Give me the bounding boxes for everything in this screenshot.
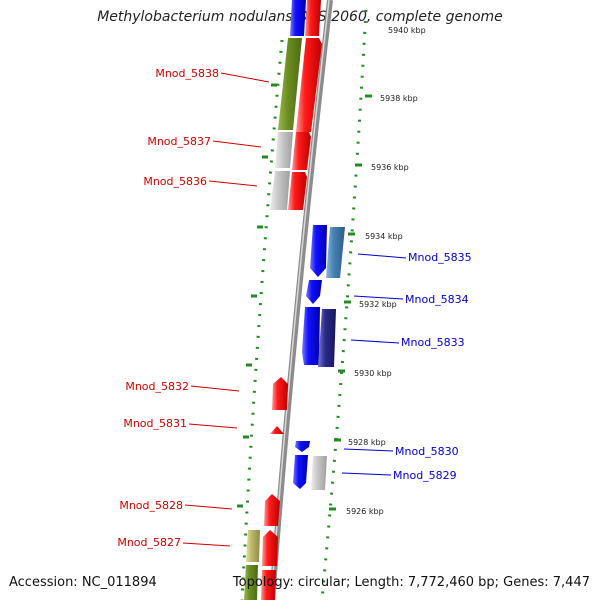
gene-label-mnod-5838[interactable]: Mnod_5838: [155, 67, 219, 80]
tick-label: 5938 kbp: [380, 94, 418, 103]
outer-ring-ticks: [329, 94, 372, 511]
gene-arrow-mnod-5835[interactable]: [310, 225, 327, 277]
tick-label: 5928 kbp: [348, 438, 386, 447]
gene-arrow-mnod-5837[interactable]: [292, 132, 311, 170]
gene-arrow-mnod-5833[interactable]: [302, 307, 320, 365]
gene-arrow-mnod-5838[interactable]: [296, 38, 322, 132]
gene-label-mnod-5836[interactable]: Mnod_5836: [143, 175, 207, 188]
gene-label-mnod-5835[interactable]: Mnod_5835: [408, 251, 472, 264]
cog-blocks-reverse: [244, 0, 306, 600]
gene-label-mnod-5827[interactable]: Mnod_5827: [117, 536, 181, 549]
gene-label-mnod-5829[interactable]: Mnod_5829: [393, 469, 457, 482]
gene-arrow-mnod-5832[interactable]: [272, 377, 288, 410]
topology-text: Topology: circular; Length: 7,772,460 bp…: [232, 575, 590, 590]
gene-label-mnod-5833[interactable]: Mnod_5833: [401, 336, 465, 349]
tick-label: 5926 kbp: [346, 507, 384, 516]
gene-arrow-mnod-5830[interactable]: [295, 441, 310, 452]
tick-label: 5930 kbp: [354, 369, 392, 378]
accession-text: Accession: NC_011894: [9, 575, 157, 590]
gene-label-mnod-5828[interactable]: Mnod_5828: [119, 499, 183, 512]
gene-label-mnod-5832[interactable]: Mnod_5832: [125, 380, 189, 393]
gene-arrow-mnod-5834[interactable]: [306, 280, 322, 304]
forward-gene-labels: Mnod_5835 Mnod_5834 Mnod_5833 Mnod_5830 …: [341, 251, 472, 482]
tick-label: 5934 kbp: [365, 232, 403, 241]
gene-arrow-mnod-5829[interactable]: [293, 455, 308, 489]
gene-arrow-mnod-5827[interactable]: [262, 530, 278, 566]
tick-label: 5940 kbp: [388, 26, 426, 35]
reverse-gene-labels: Mnod_5838 Mnod_5837 Mnod_5836 Mnod_5832 …: [117, 67, 270, 549]
gene-label-mnod-5837[interactable]: Mnod_5837: [147, 135, 211, 148]
genes-forward-strand: [293, 225, 345, 490]
genes-reverse-strand: [261, 0, 322, 600]
gene-label-mnod-5834[interactable]: Mnod_5834: [405, 293, 469, 306]
tick-label: 5936 kbp: [371, 163, 409, 172]
outer-dotted-ring: [320, 9, 368, 600]
tick-label: 5932 kbp: [359, 300, 397, 309]
inner-ring-ticks: [237, 83, 277, 508]
gene-label-mnod-5831[interactable]: Mnod_5831: [123, 417, 187, 430]
gene-arrow-mnod-5833b: [318, 309, 336, 367]
gene-arrow-mnod-5828[interactable]: [264, 494, 280, 526]
gene-label-mnod-5830[interactable]: Mnod_5830: [395, 445, 459, 458]
gene-arrow-mnod-5836[interactable]: [288, 172, 307, 210]
gene-arrow-mnod-5831[interactable]: [270, 426, 284, 434]
